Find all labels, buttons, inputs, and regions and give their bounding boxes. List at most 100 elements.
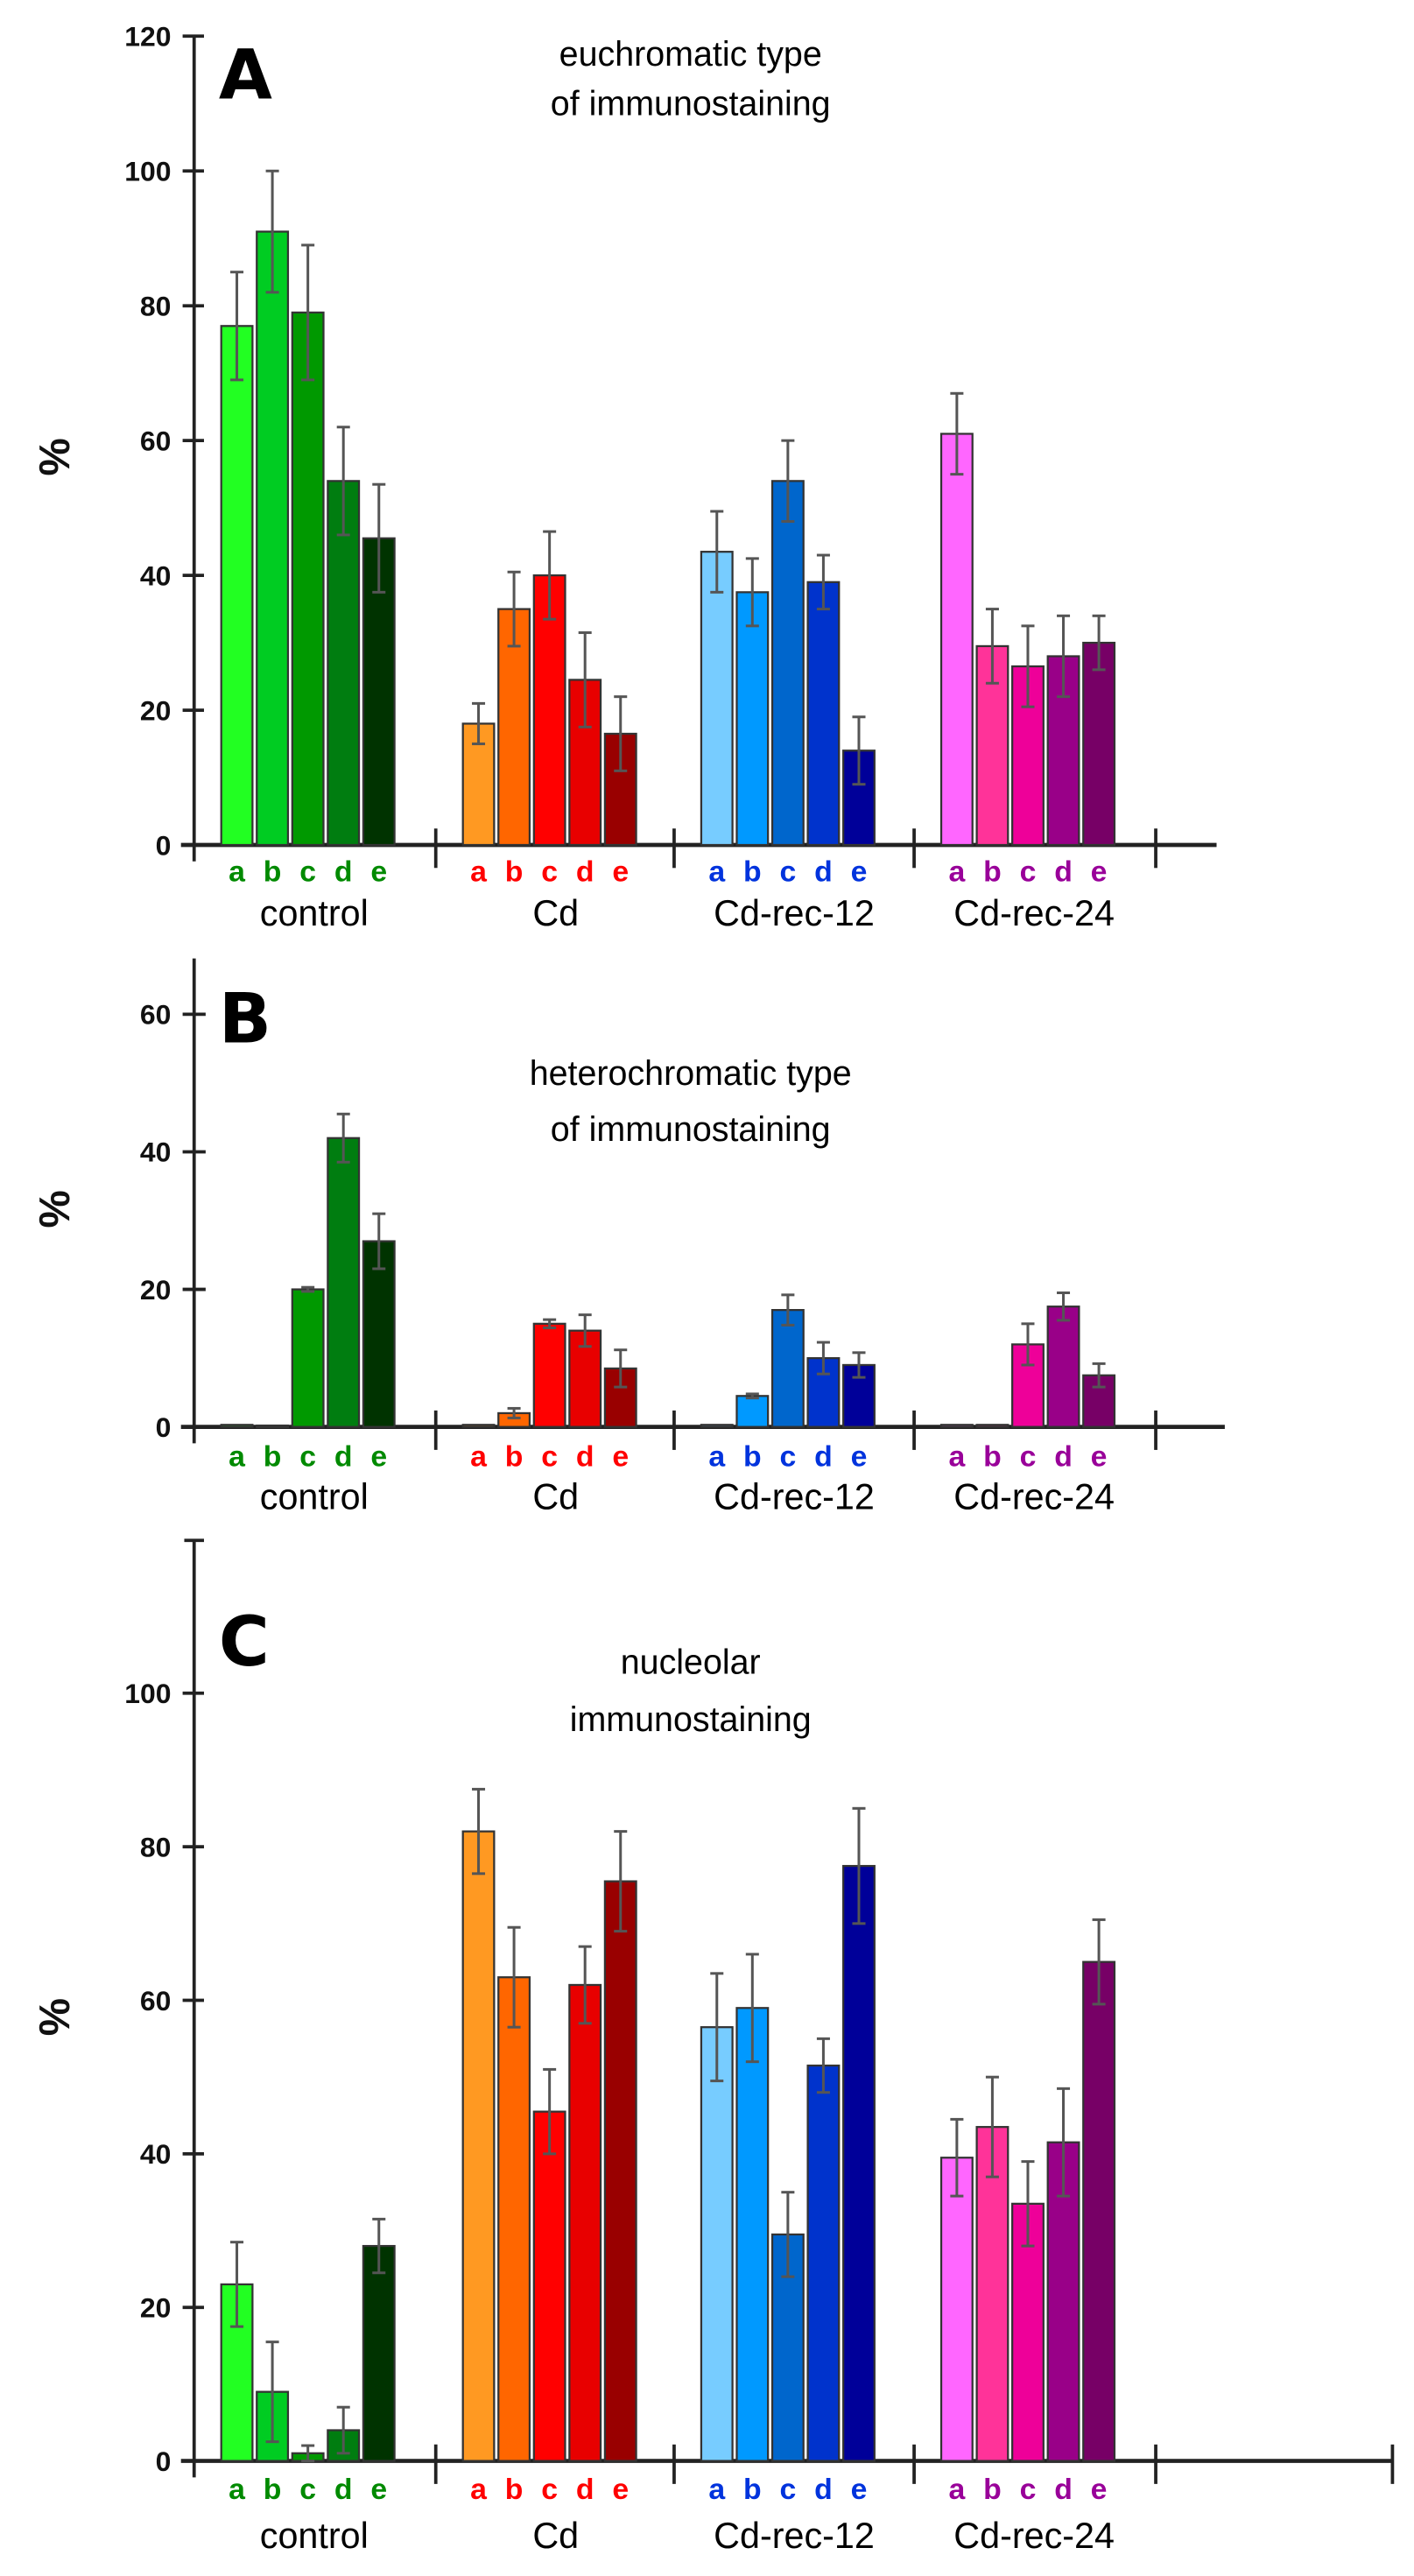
bar-Cd-rec-12-b xyxy=(735,2007,770,2462)
bar-Cd-rec-24-d xyxy=(1046,1306,1080,1428)
subcategory-label: b xyxy=(743,1440,762,1474)
bar-group-Cd-rec-24: a b c d eCd-rec-24 xyxy=(939,1291,1116,1517)
subcategory-label: a xyxy=(470,2473,487,2506)
subcategory-label: e xyxy=(1091,855,1108,888)
bar-group-Cd-rec-12: a b c d eCd-rec-12 xyxy=(700,1293,876,1517)
y-tick-label: 0 xyxy=(156,829,172,861)
bar-Cd-rec-12-b xyxy=(735,591,770,847)
y-tick-label: 20 xyxy=(140,2291,172,2323)
bar-control-a xyxy=(220,1424,254,1428)
subcategory-label: a xyxy=(948,855,965,888)
y-tick-label: 40 xyxy=(140,2138,172,2170)
category-label: control xyxy=(260,893,369,933)
y-axis-label: % xyxy=(32,1190,79,1228)
bar-Cd-rec-12-d xyxy=(806,2064,841,2462)
bar-group-Cd: a b c d e Cd xyxy=(461,1787,637,2556)
subcategory-label: d xyxy=(1054,1440,1073,1474)
y-tick-label: 20 xyxy=(140,1274,172,1306)
category-label: control xyxy=(260,1477,369,1517)
subcategory-label: d xyxy=(814,1440,833,1474)
bar-control-b xyxy=(256,230,290,847)
bar-Cd-a xyxy=(461,1830,496,2462)
bar-control-b xyxy=(256,1424,290,1429)
bar-Cd-rec-24-a xyxy=(939,2157,974,2462)
bar-control-a xyxy=(220,2283,254,2462)
bar-Cd-b xyxy=(497,608,531,847)
subcategory-label: b xyxy=(983,855,1002,888)
subcategory-label: b xyxy=(264,855,282,888)
subcategory-label: b xyxy=(505,2473,524,2506)
subcategory-label: d xyxy=(334,2473,353,2506)
bar-group-Cd: a b c d e Cd xyxy=(461,530,637,933)
subcategory-label: a xyxy=(948,2473,965,2506)
bar-Cd-d xyxy=(568,1983,602,2462)
subcategory-label: b xyxy=(743,855,762,888)
chart-title-line: euchromatic type xyxy=(559,35,822,74)
chart-title-line: heterochromatic type xyxy=(530,1054,852,1093)
chart-title-line: of immunostaining xyxy=(551,84,831,123)
subcategory-label: a xyxy=(948,1440,965,1474)
subcategory-label: e xyxy=(851,2473,868,2506)
y-tick-label: 40 xyxy=(140,560,172,591)
subcategory-label: e xyxy=(612,2473,629,2506)
bar-control-e xyxy=(362,2244,396,2462)
category-label: Cd xyxy=(532,893,579,933)
bar-Cd-rec-12-c xyxy=(770,1309,805,1428)
panel-A: 0 20 40 60 80 100 120% A euchromatic type of immu… xyxy=(32,21,1217,933)
bar-Cd-rec-24-a xyxy=(939,433,974,847)
category-label: Cd xyxy=(532,1477,579,1517)
chart-title-line: nucleolar xyxy=(621,1643,761,1681)
subcategory-label: c xyxy=(1020,1440,1037,1474)
panel-letter: C xyxy=(219,1601,270,1682)
subcategory-label: b xyxy=(505,855,524,888)
category-label: Cd xyxy=(532,2516,579,2556)
subcategory-label: e xyxy=(1091,2473,1108,2506)
subcategory-label: a xyxy=(229,855,245,888)
subcategory-label: e xyxy=(612,855,629,888)
subcategory-label: b xyxy=(264,2473,282,2506)
y-axis-label: % xyxy=(32,1998,79,2036)
subcategory-label: c xyxy=(779,2473,796,2506)
subcategory-label: a xyxy=(708,1440,725,1474)
subcategory-label: a xyxy=(470,1440,487,1474)
chart-title-line: immunostaining xyxy=(570,1700,812,1739)
subcategory-label: e xyxy=(370,855,387,888)
bar-Cd-rec-12-d xyxy=(806,581,841,847)
subcategory-label: c xyxy=(779,855,796,888)
y-tick-label: 40 xyxy=(140,1137,172,1168)
subcategory-label: d xyxy=(1054,2473,1073,2506)
bar-group-Cd-rec-24: a b c d eCd-rec-24 xyxy=(939,391,1116,933)
bar-group-Cd: a b c d e Cd xyxy=(461,1313,637,1517)
y-tick-label: 80 xyxy=(140,290,172,321)
subcategory-label: a xyxy=(708,855,725,888)
bar-control-c xyxy=(291,311,325,847)
panel-letter: A xyxy=(219,35,272,116)
bar-Cd-c xyxy=(532,2110,566,2462)
subcategory-label: b xyxy=(264,1440,282,1474)
bar-Cd-c xyxy=(532,1322,566,1428)
subcategory-label: d xyxy=(576,2473,594,2506)
subcategory-label: d xyxy=(334,855,353,888)
y-tick-label: 60 xyxy=(140,999,172,1031)
subcategory-label: e xyxy=(1091,1440,1108,1474)
y-tick-label: 100 xyxy=(124,1678,171,1709)
subcategory-label: d xyxy=(1054,855,1073,888)
chart-title-line: of immunostaining xyxy=(551,1110,831,1149)
subcategory-label: d xyxy=(814,855,833,888)
bar-Cd-rec-24-b xyxy=(975,1424,1009,1428)
bar-Cd-rec-12-c xyxy=(770,480,805,847)
subcategory-label: d xyxy=(576,1440,594,1474)
category-label: Cd-rec-12 xyxy=(714,2516,875,2556)
subcategory-label: c xyxy=(541,2473,558,2506)
subcategory-label: c xyxy=(541,1440,558,1474)
subcategory-label: b xyxy=(983,2473,1002,2506)
y-tick-label: 60 xyxy=(140,425,172,456)
subcategory-label: b xyxy=(983,1440,1002,1474)
bar-Cd-rec-12-a xyxy=(700,2026,734,2462)
subcategory-label: a xyxy=(708,2473,725,2506)
bar-group-Cd-rec-24: a b c d eCd-rec-24 xyxy=(939,1918,1116,2556)
